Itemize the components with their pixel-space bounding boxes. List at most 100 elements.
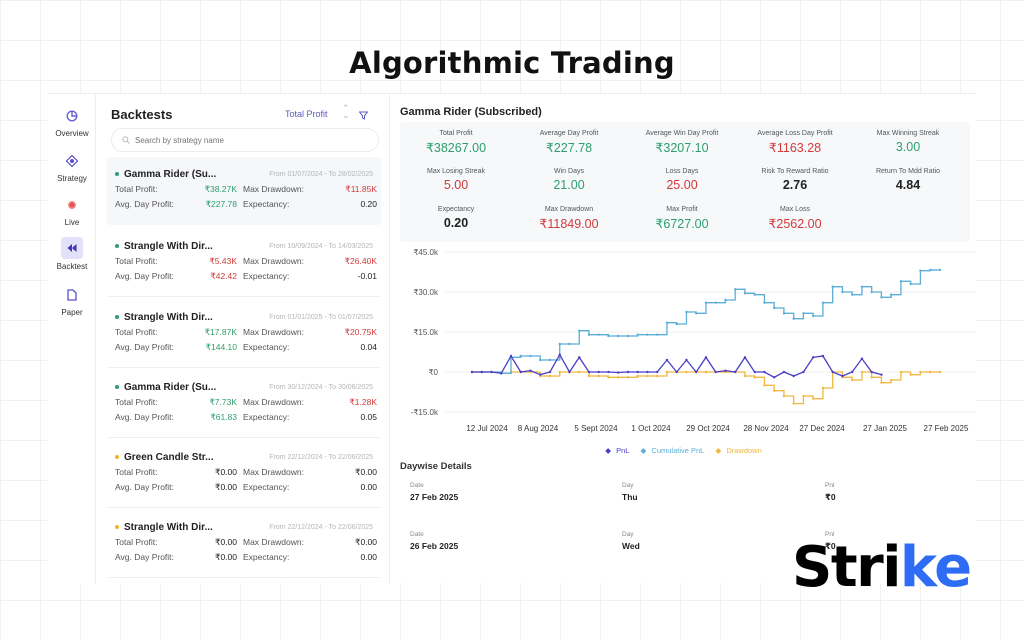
data-point[interactable] xyxy=(665,321,669,324)
nav-item-backtest[interactable]: Backtest xyxy=(48,237,96,271)
data-point[interactable] xyxy=(733,370,737,374)
data-point[interactable] xyxy=(539,358,542,362)
data-point[interactable] xyxy=(548,374,552,378)
data-point[interactable] xyxy=(782,370,786,374)
backtest-card[interactable]: Strangle With Dir... From 01/01/2025 - T… xyxy=(107,300,381,368)
sort-by-button[interactable]: Total Profit xyxy=(285,109,328,119)
data-point[interactable] xyxy=(558,353,561,356)
data-point[interactable] xyxy=(792,402,795,405)
nav-item-paper[interactable]: Paper xyxy=(48,285,96,317)
data-point[interactable] xyxy=(548,358,552,362)
data-point[interactable] xyxy=(743,292,747,295)
data-point[interactable] xyxy=(509,354,513,358)
data-point[interactable] xyxy=(841,374,844,378)
data-point[interactable] xyxy=(753,370,756,374)
data-point[interactable] xyxy=(753,376,756,379)
data-point[interactable] xyxy=(646,374,649,378)
data-point[interactable] xyxy=(695,370,698,374)
legend-cumulative-pnl[interactable]: ◆ Cumulative PnL xyxy=(640,446,705,455)
data-point[interactable] xyxy=(909,373,912,376)
data-point[interactable] xyxy=(636,333,639,336)
data-point[interactable] xyxy=(860,370,864,374)
backtest-card[interactable]: Gamma Rider (Su... From 30/12/2024 - To … xyxy=(107,370,381,438)
data-point[interactable] xyxy=(656,370,659,374)
data-point[interactable] xyxy=(821,386,825,390)
data-point[interactable] xyxy=(665,358,669,362)
nav-item-live[interactable]: Live xyxy=(48,195,96,227)
data-point[interactable] xyxy=(928,370,932,374)
data-point[interactable] xyxy=(880,373,883,376)
data-point[interactable] xyxy=(578,329,581,332)
data-point[interactable] xyxy=(724,369,727,372)
data-point[interactable] xyxy=(636,374,639,378)
data-point[interactable] xyxy=(899,370,903,374)
data-point[interactable] xyxy=(587,374,591,378)
data-point[interactable] xyxy=(597,374,600,378)
data-point[interactable] xyxy=(626,370,630,374)
daywise-row[interactable]: Date 27 Feb 2025 Day Thu Pnl ₹0 xyxy=(410,482,970,512)
backtest-card[interactable]: Green Candle Str... From 22/12/2024 - To… xyxy=(107,440,381,508)
legend-drawdown[interactable]: ◆ Drawdown xyxy=(715,446,762,455)
data-point[interactable] xyxy=(607,376,610,379)
data-point[interactable] xyxy=(919,269,922,272)
data-point[interactable] xyxy=(675,322,678,326)
data-point[interactable] xyxy=(782,312,786,315)
data-point[interactable] xyxy=(841,290,844,294)
data-point[interactable] xyxy=(880,296,883,299)
data-point[interactable] xyxy=(704,370,708,374)
data-point[interactable] xyxy=(763,301,766,304)
data-point[interactable] xyxy=(889,293,893,296)
data-point[interactable] xyxy=(811,314,815,318)
search-input[interactable] xyxy=(135,135,365,145)
data-point[interactable] xyxy=(480,370,483,374)
data-point[interactable] xyxy=(568,370,571,374)
data-point[interactable] xyxy=(802,370,805,374)
data-point[interactable] xyxy=(656,333,659,336)
data-point[interactable] xyxy=(889,378,893,382)
data-point[interactable] xyxy=(636,370,639,374)
data-point[interactable] xyxy=(802,394,805,398)
data-point[interactable] xyxy=(607,370,610,374)
data-point[interactable] xyxy=(704,356,708,359)
data-point[interactable] xyxy=(743,374,747,378)
data-point[interactable] xyxy=(772,306,776,310)
data-point[interactable] xyxy=(626,334,630,338)
data-point[interactable] xyxy=(802,312,805,315)
data-point[interactable] xyxy=(714,301,717,304)
data-point[interactable] xyxy=(578,356,581,359)
data-point[interactable] xyxy=(821,354,825,358)
data-point[interactable] xyxy=(870,376,873,379)
data-point[interactable] xyxy=(753,293,756,296)
data-point[interactable] xyxy=(831,370,834,374)
data-point[interactable] xyxy=(850,370,854,374)
data-point[interactable] xyxy=(928,268,932,272)
data-point[interactable] xyxy=(880,381,883,384)
legend-pnl[interactable]: ◆ PnL xyxy=(605,446,630,455)
data-point[interactable] xyxy=(548,370,552,374)
data-point[interactable] xyxy=(685,370,688,374)
data-point[interactable] xyxy=(568,342,571,346)
data-point[interactable] xyxy=(519,370,522,374)
data-point[interactable] xyxy=(772,376,776,379)
data-point[interactable] xyxy=(617,371,620,374)
data-point[interactable] xyxy=(899,280,903,283)
nav-item-overview[interactable]: Overview xyxy=(48,106,96,138)
daywise-row[interactable]: Date 26 Feb 2025 Day Wed Pnl ₹0 xyxy=(410,531,970,561)
data-point[interactable] xyxy=(782,394,786,398)
data-point[interactable] xyxy=(870,370,873,374)
data-point[interactable] xyxy=(500,372,503,375)
data-point[interactable] xyxy=(646,370,649,374)
data-point[interactable] xyxy=(558,342,561,346)
data-point[interactable] xyxy=(792,317,795,320)
data-point[interactable] xyxy=(860,285,864,288)
data-point[interactable] xyxy=(704,301,708,304)
data-point[interactable] xyxy=(519,354,522,358)
data-point[interactable] xyxy=(850,378,854,382)
data-point[interactable] xyxy=(811,397,815,400)
backtest-card[interactable]: Gamma Rider (Su... From 01/07/2024 - To … xyxy=(107,157,381,225)
data-point[interactable] xyxy=(733,288,737,291)
data-point[interactable] xyxy=(578,370,581,374)
nav-item-strategy[interactable]: Strategy xyxy=(48,151,96,183)
data-point[interactable] xyxy=(743,356,747,359)
data-point[interactable] xyxy=(597,370,600,374)
